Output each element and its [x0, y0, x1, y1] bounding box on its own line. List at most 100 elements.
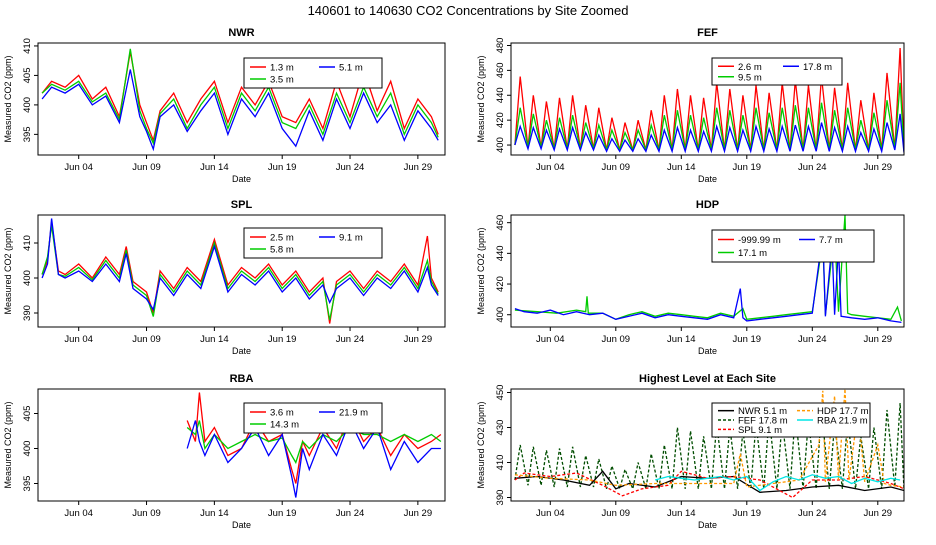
y-tick-label: 405 [22, 406, 33, 422]
x-tick-label: Jun 14 [200, 508, 229, 519]
x-tick-label: Jun 24 [798, 334, 827, 345]
x-tick-label: Jun 14 [667, 334, 696, 345]
legend: NWR 5.1 m HDP 17.7 m FEF 17.8 m RBA 21.9 m S… [711, 402, 871, 438]
x-tick-label: Jun 09 [602, 162, 631, 173]
chart-panel-nwr: NWR Jun 04 Jun 09 Jun 14 Jun 19 Jun 24 Jun 29 3… [3, 27, 446, 184]
series-line-nwr-5-1-m [514, 470, 904, 493]
x-tick-label: Jun 19 [733, 508, 762, 519]
legend-label: 5.1 m [339, 63, 363, 74]
y-tick-label: 450 [495, 385, 506, 401]
series-line-2-5-m [41, 221, 439, 324]
x-tick-label: Jun 19 [268, 508, 297, 519]
legend-label: 2.6 m [738, 62, 762, 73]
series-line-5-8-m [41, 225, 439, 321]
legend-label: 14.3 m [270, 420, 299, 431]
x-tick-label: Jun 29 [404, 508, 433, 519]
x-axis-label: Date [698, 346, 717, 356]
series-line-3-6-m [186, 392, 442, 484]
y-tick-label: 400 [495, 307, 506, 323]
plot-frame [510, 42, 905, 156]
x-tick-label: Jun 04 [536, 508, 565, 519]
x-tick-label: Jun 04 [536, 162, 565, 173]
panel-title: SPL [231, 199, 253, 211]
legend-label: 3.6 m [270, 408, 294, 419]
x-tick-label: Jun 04 [64, 334, 93, 345]
y-axis-label: Measured CO2 (ppm) [476, 401, 486, 488]
x-tick-label: Jun 29 [864, 162, 893, 173]
legend: 3.6 m 21.9 m 14.3 m [243, 402, 383, 434]
y-axis-label: Measured CO2 (ppm) [3, 55, 13, 142]
legend-label: HDP 17.7 m [817, 406, 869, 417]
x-axis-label: Date [698, 520, 717, 530]
series-line-17-8-m [514, 113, 904, 154]
y-tick-label: 410 [22, 235, 33, 251]
legend-label: RBA 21.9 m [817, 416, 868, 427]
y-tick-label: 410 [495, 455, 506, 471]
series-line-5-1-m [41, 69, 439, 152]
panel-title: NWR [228, 27, 254, 39]
legend-label: FEF 17.8 m [738, 416, 788, 427]
legend-label: SPL 9.1 m [738, 425, 782, 436]
x-tick-label: Jun 29 [404, 162, 433, 173]
x-tick-label: Jun 04 [64, 162, 93, 173]
y-tick-label: 400 [495, 137, 506, 153]
panel-title: HDP [696, 199, 719, 211]
legend-label: 7.7 m [819, 235, 843, 246]
y-tick-label: 400 [22, 441, 33, 457]
y-tick-label: 460 [495, 62, 506, 78]
plot-frame [510, 388, 905, 502]
legend-label: 9.5 m [738, 72, 762, 83]
chart-panel-fef: FEF Jun 04 Jun 09 Jun 14 Jun 19 Jun 24 Jun 29 4… [476, 27, 905, 184]
y-tick-label: 410 [22, 38, 33, 54]
x-tick-label: Jun 24 [798, 162, 827, 173]
plot-frame [37, 388, 446, 502]
chart-panel-hdp: HDP Jun 04 Jun 09 Jun 14 Jun 19 Jun 24 Jun 29 4… [476, 199, 905, 356]
chart-panel-spl: SPL Jun 04 Jun 09 Jun 14 Jun 19 Jun 24 Jun 29 3… [3, 199, 446, 356]
x-axis-label: Date [232, 346, 251, 356]
legend-frame [243, 227, 383, 259]
y-axis-label: Measured CO2 (ppm) [3, 401, 13, 488]
x-tick-label: Jun 14 [200, 334, 229, 345]
y-tick-label: 390 [22, 305, 33, 321]
y-tick-label: 430 [495, 420, 506, 436]
legend-label: 3.5 m [270, 75, 294, 86]
legend-frame [711, 402, 871, 438]
y-tick-label: 400 [22, 97, 33, 113]
series-line-17-1-m [514, 215, 903, 322]
y-tick-label: 405 [22, 67, 33, 83]
series-line-rba-21-9-m [654, 474, 901, 492]
series-line-21-9-m [186, 418, 441, 498]
legend-frame [243, 57, 383, 89]
legend-label: 2.5 m [270, 233, 294, 244]
legend-label: 9.1 m [339, 233, 363, 244]
x-tick-label: Jun 29 [864, 508, 893, 519]
x-tick-label: Jun 19 [733, 334, 762, 345]
legend-frame [711, 229, 875, 263]
y-axis-label: Measured CO2 (ppm) [3, 227, 13, 314]
y-tick-label: 480 [495, 38, 506, 54]
x-axis-label: Date [232, 520, 251, 530]
y-tick-label: 420 [495, 112, 506, 128]
legend-label: 5.8 m [270, 245, 294, 256]
legend-frame [711, 57, 843, 86]
x-tick-label: Jun 09 [602, 334, 631, 345]
y-tick-label: 440 [495, 245, 506, 261]
y-tick-label: 440 [495, 87, 506, 103]
series-line-9-1-m [41, 218, 439, 312]
legend-label: 17.1 m [738, 248, 767, 259]
x-tick-label: Jun 09 [132, 162, 161, 173]
panel-title: FEF [697, 27, 718, 39]
legend-label: -999.99 m [738, 235, 781, 246]
y-tick-label: 400 [22, 270, 33, 286]
chart-panel-rba: RBA Jun 04 Jun 09 Jun 14 Jun 19 Jun 24 Jun 29 3… [3, 373, 446, 530]
x-tick-label: Jun 14 [667, 162, 696, 173]
legend-frame [243, 402, 383, 434]
x-tick-label: Jun 24 [336, 508, 365, 519]
y-tick-label: 395 [22, 126, 33, 142]
y-axis-label: Measured CO2 (ppm) [476, 55, 486, 142]
x-tick-label: Jun 04 [536, 334, 565, 345]
series-line-fef-17-8-m [514, 402, 904, 492]
series-line-3-5-m [41, 48, 439, 146]
